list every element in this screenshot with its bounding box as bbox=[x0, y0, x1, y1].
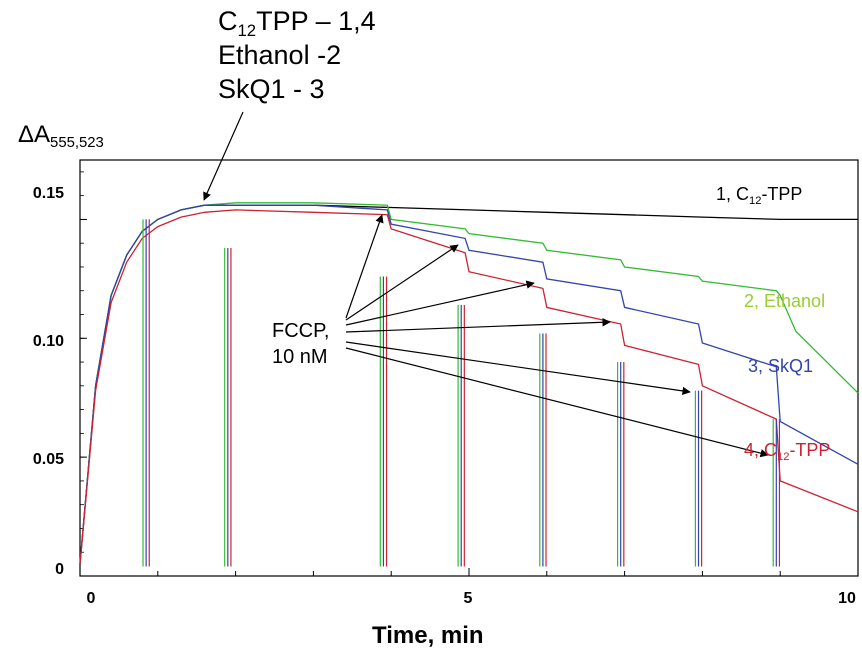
fccp-annotation: FCCP, 10 nM bbox=[272, 320, 330, 368]
fccp-arrow-6 bbox=[345, 347, 769, 458]
series-label-3: 3, SkQ1 bbox=[748, 356, 814, 376]
y-tick-label-0: 0 bbox=[55, 561, 64, 578]
x-tick-label-10: 10 bbox=[838, 590, 856, 607]
series-line-4 bbox=[79, 209, 859, 565]
fccp-arrow-3 bbox=[345, 280, 535, 326]
annotation-line-3: SkQ1 - 3 bbox=[218, 74, 325, 104]
fccp-arrow-1 bbox=[345, 214, 384, 319]
arrow-to-first-addition bbox=[203, 111, 244, 201]
fccp-arrow-2 bbox=[345, 244, 459, 321]
series-line-3 bbox=[79, 204, 859, 565]
y-axis-label: ΔA555,523 bbox=[18, 121, 104, 152]
series-group bbox=[79, 202, 859, 567]
fccp-arrow-4 bbox=[345, 318, 611, 333]
series-label-4: 4, C12-TPP bbox=[744, 440, 831, 463]
y-tick-label-0.15: 0.15 bbox=[32, 185, 64, 202]
series-line-1 bbox=[79, 204, 858, 565]
x-axis-label: Time, min bbox=[372, 622, 484, 649]
annotation-arrows bbox=[203, 111, 769, 458]
annotation-line-2: Ethanol -2 bbox=[218, 40, 342, 70]
plot-area-frame bbox=[79, 159, 859, 577]
series-label-2: 2, Ethanol bbox=[744, 291, 826, 311]
y-axis-ticks bbox=[80, 171, 87, 577]
x-tick-label-0: 0 bbox=[86, 590, 96, 607]
y-tick-label-0.05: 0.05 bbox=[32, 451, 64, 468]
x-axis-ticks bbox=[157, 568, 781, 576]
series-label-1: 1, C12-TPP bbox=[716, 184, 803, 207]
x-tick-label-5: 5 bbox=[463, 590, 473, 607]
y-tick-label-0.10: 0.10 bbox=[32, 333, 64, 350]
annotation-line-1: C12TPP – 1,4 bbox=[218, 6, 376, 40]
fccp-arrow-5 bbox=[345, 341, 691, 396]
series-line-2 bbox=[79, 202, 859, 565]
